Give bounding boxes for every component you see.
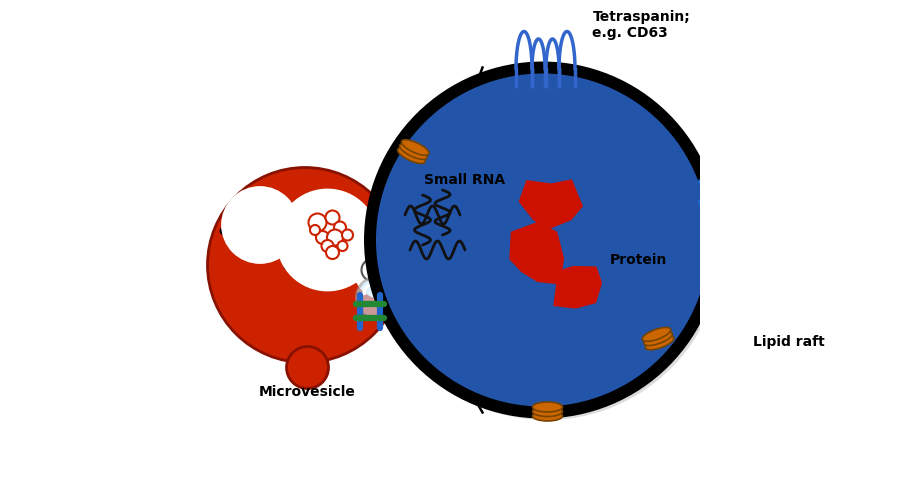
Circle shape	[338, 241, 347, 251]
Text: Tetraspanin;
e.g. CD63: Tetraspanin; e.g. CD63	[592, 10, 690, 40]
Text: Late
endosome: Late endosome	[283, 242, 363, 272]
Circle shape	[326, 210, 339, 224]
Circle shape	[326, 246, 339, 259]
Text: Cell-specific
Receptor: Cell-specific Receptor	[601, 178, 695, 208]
Circle shape	[342, 230, 353, 240]
Polygon shape	[519, 180, 582, 228]
Circle shape	[310, 225, 320, 235]
Ellipse shape	[644, 332, 672, 345]
Ellipse shape	[643, 328, 670, 342]
Circle shape	[385, 260, 410, 285]
Text: Protein: Protein	[610, 253, 668, 267]
Circle shape	[208, 168, 402, 362]
Ellipse shape	[401, 140, 429, 156]
Circle shape	[362, 259, 383, 281]
Text: Microvesicle: Microvesicle	[259, 386, 356, 400]
Circle shape	[286, 346, 328, 389]
Circle shape	[374, 247, 391, 263]
Text: Lipid raft: Lipid raft	[752, 335, 824, 349]
Circle shape	[383, 261, 397, 274]
Circle shape	[321, 240, 334, 252]
Circle shape	[373, 70, 713, 410]
Ellipse shape	[533, 406, 562, 416]
Circle shape	[334, 222, 346, 234]
Polygon shape	[510, 222, 563, 284]
Ellipse shape	[533, 411, 562, 421]
Circle shape	[316, 231, 329, 244]
Ellipse shape	[398, 148, 425, 164]
Text: Exosome: Exosome	[398, 286, 467, 300]
Text: Small RNA: Small RNA	[425, 173, 506, 187]
Circle shape	[389, 258, 419, 288]
Circle shape	[367, 65, 717, 415]
Circle shape	[309, 214, 327, 232]
Circle shape	[356, 276, 399, 318]
Ellipse shape	[533, 402, 562, 412]
Ellipse shape	[645, 336, 674, 350]
Circle shape	[277, 190, 377, 290]
Circle shape	[327, 230, 343, 246]
Circle shape	[353, 235, 418, 300]
Polygon shape	[554, 266, 601, 308]
Ellipse shape	[400, 144, 428, 160]
Circle shape	[222, 188, 298, 262]
Circle shape	[371, 68, 723, 420]
Text: Early
endosome: Early endosome	[219, 208, 300, 238]
